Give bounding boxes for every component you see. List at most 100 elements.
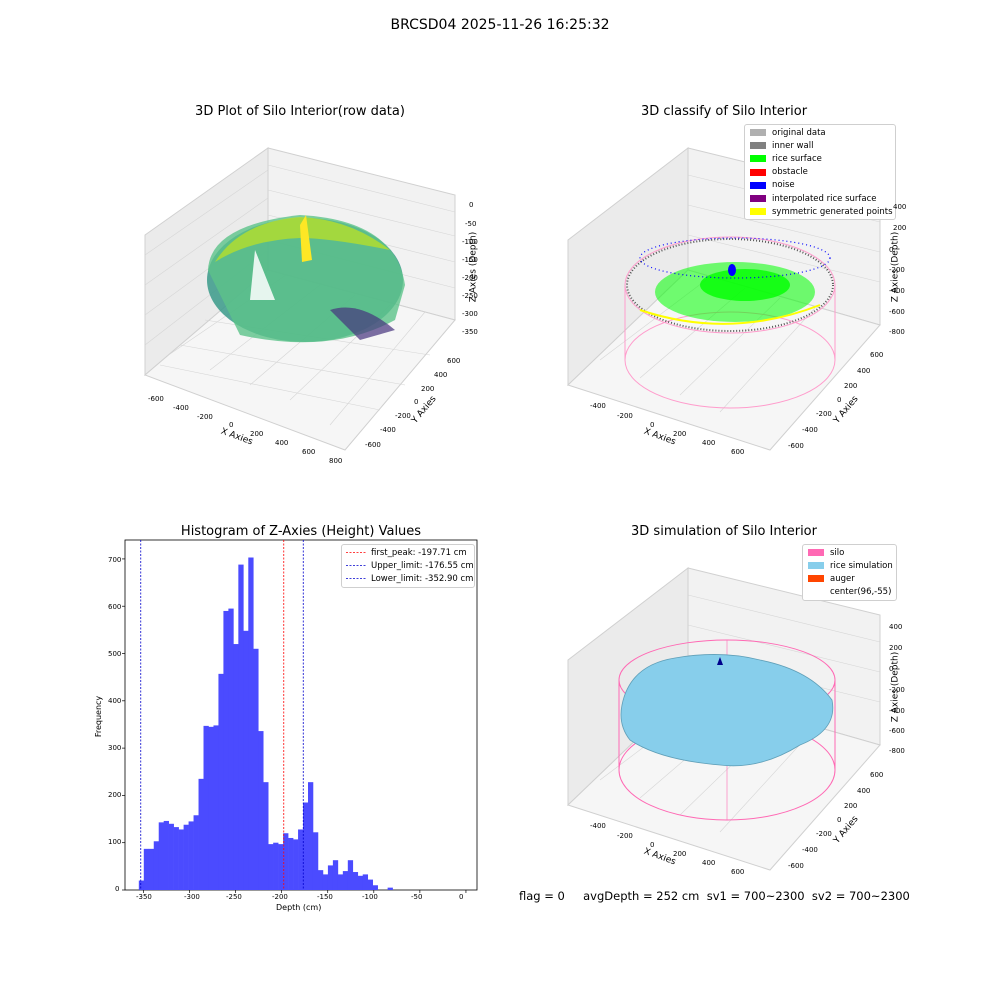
p4-zlabel: Z Axies (Depth) bbox=[890, 651, 901, 723]
p1-x-tick: -400 bbox=[173, 404, 189, 412]
p1-x-tick: 400 bbox=[275, 439, 289, 447]
histogram-bar bbox=[178, 829, 184, 890]
legend-item: rice surface bbox=[745, 152, 895, 165]
p2-y-tick: 400 bbox=[857, 367, 871, 375]
legend-label: rice simulation bbox=[830, 560, 893, 571]
panel2-legend: original data inner wall rice surface ob… bbox=[744, 124, 896, 221]
histogram-bar bbox=[303, 802, 309, 890]
panel3-legend: first_peak: -197.71 cm Upper_limit: -176… bbox=[341, 544, 475, 588]
p4-z-tick: 400 bbox=[889, 623, 903, 631]
p4-x-tick: -200 bbox=[617, 832, 633, 840]
p4-x-tick: 600 bbox=[731, 868, 745, 876]
p4-y-tick: -400 bbox=[802, 846, 818, 854]
p3-y-tick: 600 bbox=[108, 603, 122, 611]
legend-label: silo bbox=[830, 547, 845, 558]
legend-item: Upper_limit: -176.55 cm bbox=[342, 559, 474, 572]
legend-swatch bbox=[750, 195, 766, 203]
histogram-bar bbox=[193, 815, 199, 890]
p1-x-tick: -200 bbox=[197, 413, 213, 421]
histogram-bar bbox=[168, 823, 174, 890]
histogram-bar bbox=[243, 630, 249, 890]
histogram-bar bbox=[387, 887, 393, 890]
panel4-3d-axes bbox=[567, 566, 881, 871]
legend-label: obstacle bbox=[772, 167, 808, 178]
legend-item: first_peak: -197.71 cm bbox=[342, 546, 474, 559]
legend-item: symmetric generated points bbox=[745, 205, 895, 218]
legend-swatch bbox=[750, 181, 766, 189]
p3-y-tick: 300 bbox=[108, 744, 122, 752]
legend-label: auger bbox=[830, 573, 855, 584]
histogram-bar bbox=[367, 879, 373, 890]
legend-swatch bbox=[808, 562, 824, 570]
p4-y-tick: -600 bbox=[788, 862, 804, 870]
p3-xlabel: Depth (cm) bbox=[276, 903, 322, 912]
histogram-bar bbox=[208, 726, 214, 890]
p3-x-tick: -350 bbox=[136, 893, 152, 901]
histogram-bar bbox=[183, 824, 189, 890]
legend-label: interpolated rice surface bbox=[772, 193, 877, 204]
p3-y-tick: 400 bbox=[108, 697, 122, 705]
legend-item: obstacle bbox=[745, 166, 895, 179]
legend-swatch bbox=[808, 589, 824, 596]
p3-y-tick: 200 bbox=[108, 791, 122, 799]
p2-y-tick: 600 bbox=[870, 351, 884, 359]
legend-label: first_peak: -197.71 cm bbox=[371, 547, 467, 558]
p1-y-tick: -600 bbox=[365, 441, 381, 449]
p3-x-tick: -50 bbox=[411, 893, 423, 901]
histogram-bar bbox=[203, 725, 209, 890]
p4-z-tick: -800 bbox=[889, 747, 905, 755]
p2-zlabel: Z Axies (Depth) bbox=[890, 231, 901, 303]
histogram-bar bbox=[342, 871, 349, 890]
histogram-bar bbox=[327, 865, 334, 890]
p1-z-tick: -300 bbox=[462, 310, 478, 318]
legend-swatch bbox=[808, 549, 824, 557]
panel4-title: 3D simulation of Silo Interior bbox=[631, 524, 817, 539]
p1-x-tick: 200 bbox=[250, 430, 264, 438]
histogram-bar bbox=[362, 874, 369, 890]
p2-z-tick: 0 bbox=[889, 246, 894, 254]
p2-y-tick: 0 bbox=[837, 396, 842, 404]
panel2-title: 3D classify of Silo Interior bbox=[640, 104, 808, 119]
p1-x-tick: 0 bbox=[229, 421, 234, 429]
histogram-bar bbox=[268, 844, 274, 890]
p1-z-tick: 0 bbox=[469, 201, 474, 209]
p4-z-tick: -400 bbox=[889, 707, 905, 715]
p4-y-tick: 200 bbox=[844, 802, 858, 810]
histogram-bar bbox=[372, 885, 378, 890]
histogram-bar bbox=[312, 832, 319, 890]
p4-y-tick: 0 bbox=[837, 816, 842, 824]
p4-x-tick: 200 bbox=[673, 850, 687, 858]
p1-z-tick: -200 bbox=[462, 274, 478, 282]
legend-line bbox=[346, 565, 366, 567]
p2-x-tick: 600 bbox=[731, 448, 745, 456]
histogram-bar bbox=[228, 608, 234, 890]
histogram-bar bbox=[153, 841, 160, 890]
legend-item: inner wall bbox=[745, 139, 895, 152]
p1-z-tick: -150 bbox=[462, 256, 478, 264]
histogram-bar bbox=[308, 782, 314, 890]
p3-x-tick: -250 bbox=[226, 893, 242, 901]
p3-y-tick: 100 bbox=[108, 838, 122, 846]
p3-y-tick: 500 bbox=[108, 650, 122, 658]
legend-item: auger bbox=[803, 572, 896, 585]
legend-item: center(96,-55) bbox=[803, 586, 896, 599]
histogram-bar bbox=[332, 860, 339, 890]
legend-label: noise bbox=[772, 180, 795, 191]
p4-x-tick: 400 bbox=[702, 859, 716, 867]
p2-x-tick: 0 bbox=[650, 421, 655, 429]
legend-item: original data bbox=[745, 126, 895, 139]
p3-ylabel: Frequency bbox=[94, 695, 104, 738]
p2-y-tick: -600 bbox=[788, 442, 804, 450]
p1-z-tick: -350 bbox=[462, 328, 478, 336]
panel1-3d-axes bbox=[144, 147, 456, 451]
legend-item: Lower_limit: -352.90 cm bbox=[342, 572, 474, 585]
histogram-bar bbox=[173, 827, 179, 890]
panel4-legend: silo rice simulation auger center(96,-55… bbox=[802, 544, 897, 601]
p2-z-tick: 200 bbox=[893, 224, 907, 232]
status-footer: flag = 0 avgDepth = 252 cm sv1 = 700~230… bbox=[519, 889, 910, 903]
p3-x-tick: -200 bbox=[272, 893, 288, 901]
histogram-bar bbox=[238, 564, 244, 890]
p1-zlabel: Z Axies (Depth) bbox=[468, 231, 479, 303]
histogram-bar bbox=[253, 648, 259, 890]
